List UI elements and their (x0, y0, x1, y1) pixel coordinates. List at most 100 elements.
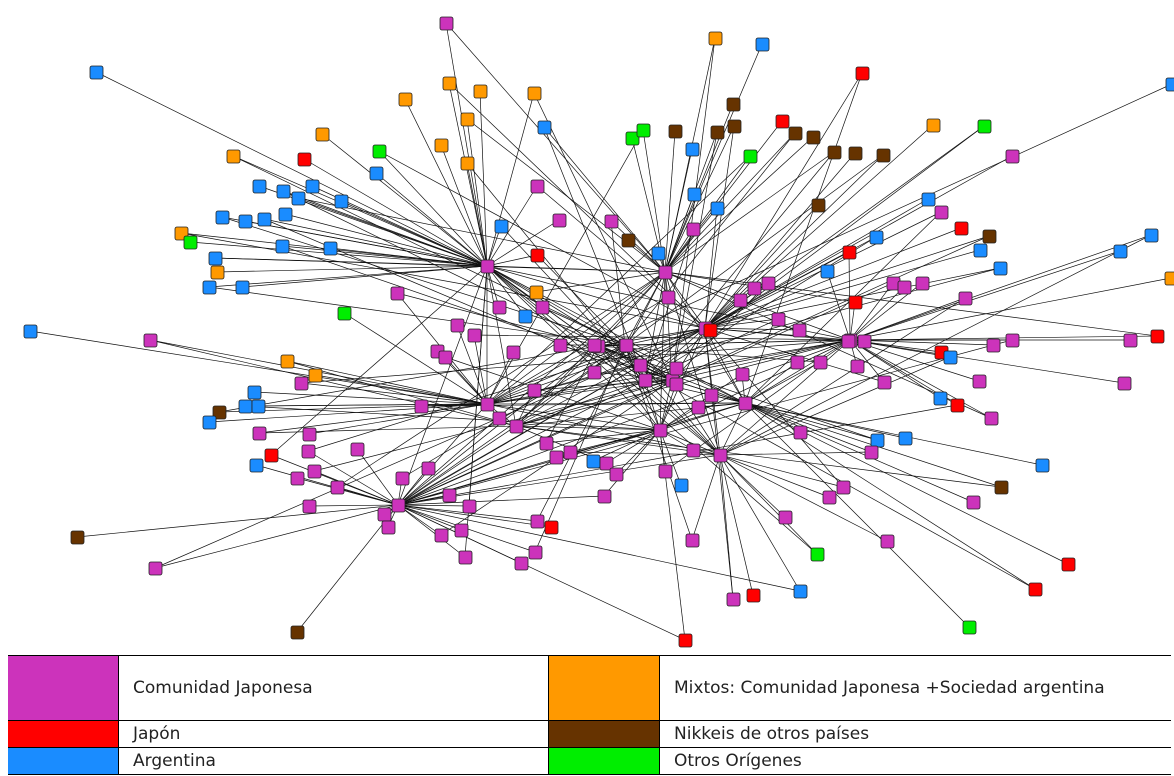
graph-edge (704, 249, 981, 329)
graph-edge (515, 345, 599, 427)
legend: Comunidad Japonesa Mixtos: Comunidad Jap… (8, 655, 1171, 775)
node-argentina (1035, 458, 1050, 473)
legend-swatch-otros (548, 747, 660, 775)
node-argentina (993, 261, 1008, 276)
node-argentina (793, 584, 808, 599)
node-nikkeis (848, 146, 863, 161)
node-comunidad-japonesa (414, 399, 429, 414)
node-mixtos (315, 127, 330, 142)
graph-edge (241, 265, 488, 289)
node-comunidad-japonesa (880, 534, 895, 549)
node-comunidad-japonesa (984, 411, 999, 426)
node-argentina (933, 391, 948, 406)
graph-edge (719, 297, 966, 456)
graph-edge (719, 454, 844, 488)
node-argentina (973, 243, 988, 258)
node-otros (977, 119, 992, 134)
node-comunidad-japonesa (294, 376, 309, 391)
node-comunidad-japonesa (686, 222, 701, 237)
graph-edge (849, 297, 966, 341)
graph-edge (154, 327, 706, 569)
node-nikkeis (212, 405, 227, 420)
graph-edge (486, 344, 626, 405)
graph-edge (486, 403, 721, 457)
graph-edge (624, 344, 746, 404)
graph-edge (664, 270, 1158, 337)
graph-edge (744, 361, 798, 404)
graph-edge (597, 345, 661, 431)
node-otros (636, 123, 651, 138)
graph-edge (296, 477, 399, 506)
node-argentina (334, 194, 349, 209)
graph-edge (719, 454, 754, 596)
graph-edge (691, 454, 721, 541)
graph-edge (472, 334, 488, 405)
node-comunidad-japonesa (434, 528, 449, 543)
node-comunidad-japonesa (480, 259, 495, 274)
node-comunidad-japonesa (307, 464, 322, 479)
graph-edge (473, 334, 851, 342)
graph-edge (486, 185, 538, 267)
graph-edge (597, 345, 721, 456)
graph-edge (597, 327, 706, 348)
graph-edge (849, 339, 980, 382)
graph-edge (703, 327, 734, 600)
graph-edge (744, 402, 878, 441)
graph-edge (597, 83, 1173, 347)
node-comunidad-japonesa (972, 374, 987, 389)
node-comunidad-japonesa (301, 444, 316, 459)
node-argentina (369, 166, 384, 181)
node-comunidad-japonesa (669, 361, 684, 376)
graph-edge (308, 504, 399, 508)
graph-edge (397, 495, 605, 507)
graph-edge (95, 71, 488, 267)
node-comunidad-japonesa (587, 365, 602, 380)
graph-edge (258, 403, 488, 435)
graph-edge (543, 126, 666, 273)
graph-edge (486, 403, 661, 432)
graph-edge (486, 265, 666, 274)
graph-edge (404, 98, 488, 267)
node-comunidad-japonesa (442, 488, 457, 503)
graph-edge (486, 265, 661, 431)
node-argentina (238, 399, 253, 414)
node-comunidad-japonesa (735, 367, 750, 382)
graph-edge (465, 162, 488, 267)
graph-edge (671, 235, 990, 381)
node-argentina (208, 251, 223, 266)
node-comunidad-japonesa (934, 205, 949, 220)
node-comunidad-japonesa (438, 350, 453, 365)
graph-edge (644, 379, 661, 431)
graph-edge (307, 450, 399, 506)
node-mixtos (442, 76, 457, 91)
graph-edge (340, 200, 488, 267)
node-comunidad-japonesa (813, 355, 828, 370)
graph-edge (744, 402, 970, 628)
node-comunidad-japonesa (377, 507, 392, 522)
graph-edge (719, 339, 851, 456)
node-argentina (921, 192, 936, 207)
node-otros (810, 547, 825, 562)
graph-edge (308, 403, 488, 436)
node-mixtos (280, 354, 295, 369)
graph-edge (543, 126, 646, 381)
node-argentina (674, 478, 689, 493)
graph-edge (232, 155, 488, 267)
node-argentina (291, 191, 306, 206)
node-comunidad-japonesa (252, 426, 267, 441)
graph-edge (244, 219, 488, 267)
graph-edge (659, 383, 677, 431)
node-comunidad-japonesa (778, 510, 793, 525)
node-argentina (247, 385, 262, 400)
legend-label-mixtos: Mixtos: Comunidad Japonesa +Sociedad arg… (659, 655, 1171, 721)
node-comunidad-japonesa (492, 411, 507, 426)
graph-edge (396, 292, 599, 347)
node-argentina (202, 415, 217, 430)
node-comunidad-japonesa (986, 338, 1001, 353)
node-mixtos (460, 112, 475, 127)
node-comunidad-japonesa (552, 213, 567, 228)
node-argentina (257, 212, 272, 227)
graph-edge (515, 424, 1002, 488)
node-comunidad-japonesa (492, 300, 507, 315)
node-mixtos (529, 285, 544, 300)
